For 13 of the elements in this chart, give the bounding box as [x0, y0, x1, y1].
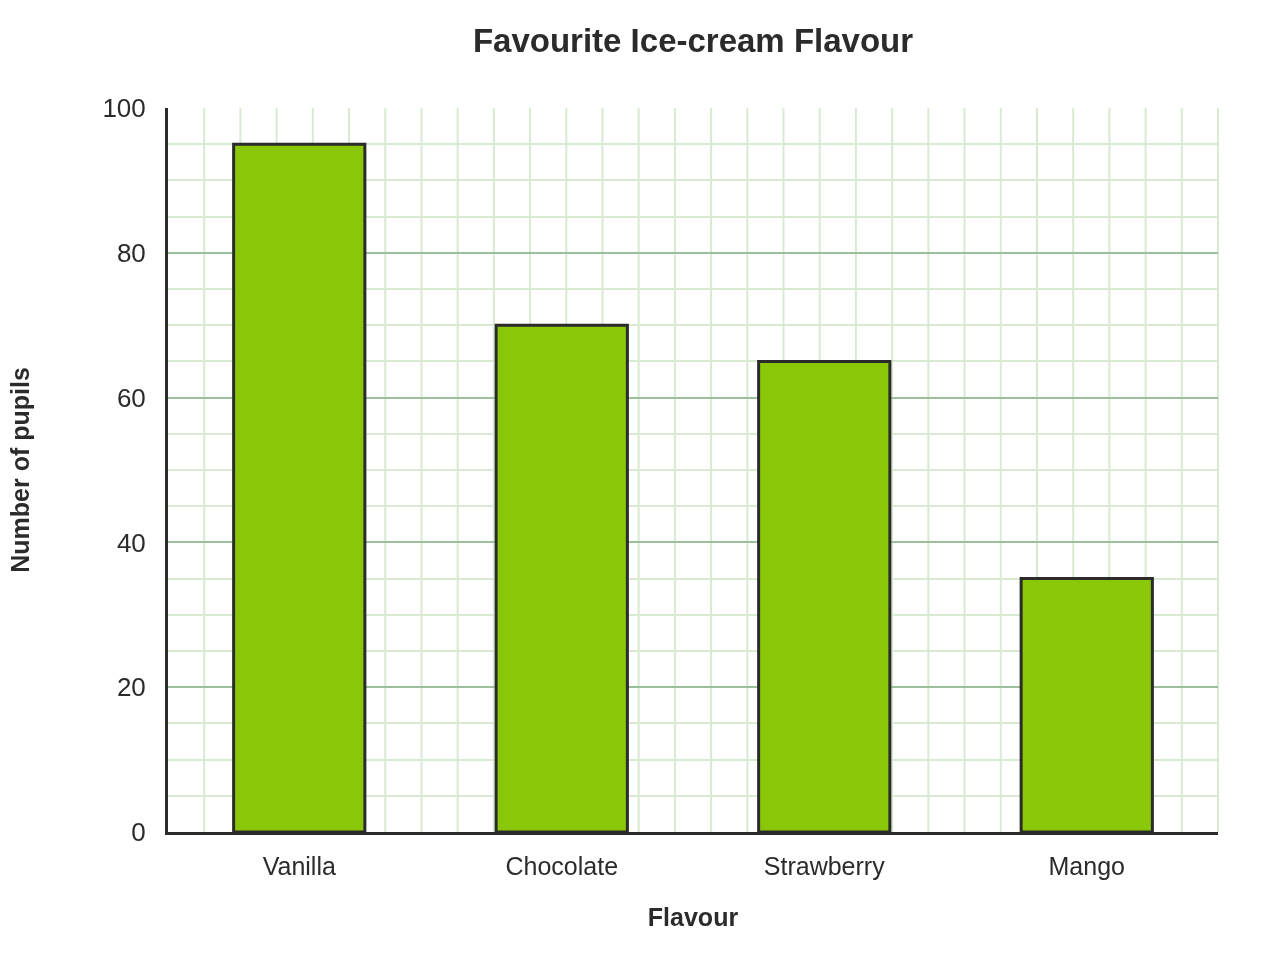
y-tick-label: 100	[102, 93, 146, 124]
x-tick-label: Mango	[1048, 852, 1125, 880]
y-tick-label: 80	[116, 237, 146, 268]
x-tick-label: Strawberry	[763, 852, 886, 880]
y-tick-label: 40	[116, 527, 146, 558]
chart-title: Favourite Ice-cream Flavour	[472, 21, 914, 59]
y-tick-label: 0	[131, 817, 146, 848]
y-axis-title: Number of pupils	[6, 367, 35, 573]
y-tick-label: 60	[116, 382, 146, 413]
x-axis-title: Flavour	[647, 903, 739, 931]
y-tick-label: 20	[116, 672, 146, 703]
x-tick-label: Vanilla	[262, 852, 336, 880]
x-tick-label: Chocolate	[505, 852, 619, 880]
